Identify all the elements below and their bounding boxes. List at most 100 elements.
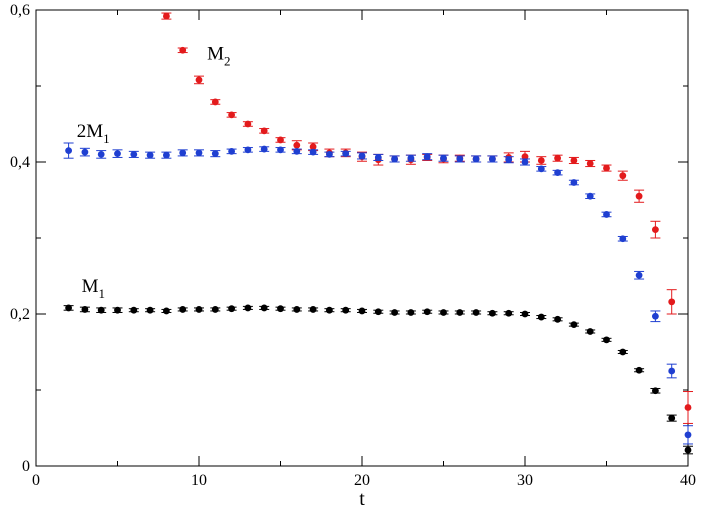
data-point xyxy=(130,306,138,314)
data-point xyxy=(570,179,578,186)
y-tick-label: 0 xyxy=(22,458,30,475)
data-point xyxy=(374,154,382,161)
series-1 xyxy=(63,142,693,445)
y-tick-label: 0,6 xyxy=(10,2,30,19)
data-point xyxy=(489,155,496,163)
data-point xyxy=(342,306,350,314)
series-2 xyxy=(63,304,693,455)
data-point xyxy=(456,155,464,163)
data-point xyxy=(635,271,643,279)
data-point xyxy=(211,150,219,158)
data-point xyxy=(244,146,252,154)
series-0 xyxy=(161,12,693,424)
y-tick-label: 0,2 xyxy=(10,306,30,323)
data-point xyxy=(652,312,659,320)
data-point xyxy=(391,155,398,163)
data-point xyxy=(619,348,627,356)
data-point xyxy=(407,309,415,316)
data-point xyxy=(293,306,301,313)
data-point xyxy=(423,153,431,161)
data-point xyxy=(586,328,594,335)
data-point xyxy=(179,306,187,313)
data-point xyxy=(537,165,545,173)
data-point xyxy=(65,304,72,312)
data-point xyxy=(456,309,464,316)
data-point xyxy=(603,164,610,172)
plot-frame xyxy=(35,9,689,467)
data-point xyxy=(423,308,431,316)
data-point xyxy=(293,141,301,149)
data-point xyxy=(65,147,72,155)
data-point xyxy=(130,151,138,158)
data-point xyxy=(668,414,676,422)
data-point xyxy=(554,169,561,177)
x-tick-label: 0 xyxy=(32,472,40,489)
data-point xyxy=(260,127,268,135)
data-point xyxy=(195,76,203,84)
annotation-label: M1 xyxy=(82,276,105,301)
data-point xyxy=(521,153,529,161)
data-point xyxy=(114,150,121,158)
data-point xyxy=(570,157,578,164)
data-point xyxy=(277,136,284,144)
data-point xyxy=(163,12,170,20)
axis-tick-labels: 0 10 20 30 40 0 0,2 0,4 0,6 xyxy=(10,2,696,489)
data-point xyxy=(505,309,513,317)
data-point xyxy=(603,211,610,218)
data-point xyxy=(326,306,333,314)
data-point xyxy=(228,147,236,155)
data-point xyxy=(554,154,561,162)
data-point xyxy=(146,151,154,159)
data-point xyxy=(407,154,415,162)
data-point xyxy=(228,111,236,119)
data-point xyxy=(635,192,643,200)
data-point xyxy=(472,155,480,163)
data-point xyxy=(244,304,252,312)
data-point xyxy=(211,98,219,106)
data-point xyxy=(570,321,578,329)
data-point xyxy=(684,404,692,411)
data-point xyxy=(489,309,496,317)
x-tick-label: 20 xyxy=(354,472,370,489)
data-point xyxy=(163,307,170,315)
data-point xyxy=(211,306,219,313)
data-point xyxy=(521,158,529,166)
data-point xyxy=(195,306,203,313)
data-point xyxy=(521,310,529,318)
data-point xyxy=(293,147,301,155)
data-point xyxy=(179,149,187,157)
data-point xyxy=(684,431,692,439)
axis-ticks xyxy=(35,9,689,467)
data-point xyxy=(179,46,187,54)
data-point xyxy=(97,151,105,158)
data-point xyxy=(652,226,659,234)
data-point xyxy=(586,160,594,167)
data-point xyxy=(342,150,350,158)
data-point xyxy=(684,446,692,454)
data-point xyxy=(81,306,89,313)
data-point xyxy=(97,306,105,314)
data-point xyxy=(440,154,447,162)
x-tick-label: 30 xyxy=(517,472,533,489)
data-point xyxy=(635,366,643,374)
data-point xyxy=(195,149,203,157)
data-point xyxy=(309,143,317,151)
data-point xyxy=(244,120,252,128)
data-point xyxy=(668,367,676,375)
data-point xyxy=(358,307,366,315)
data-point xyxy=(440,309,447,316)
x-axis-title: t xyxy=(359,488,365,509)
data-marks xyxy=(63,12,693,455)
data-point xyxy=(309,148,317,156)
data-point xyxy=(114,306,121,314)
data-point xyxy=(358,152,366,160)
data-point xyxy=(260,304,268,312)
series-annotations: M2 2M1 M1 xyxy=(77,43,231,301)
data-point xyxy=(277,146,284,154)
data-point xyxy=(277,305,284,313)
data-point xyxy=(652,387,659,395)
data-point xyxy=(81,148,89,156)
y-tick-label: 0,4 xyxy=(10,154,30,171)
data-point xyxy=(603,336,610,344)
data-point xyxy=(146,306,154,314)
